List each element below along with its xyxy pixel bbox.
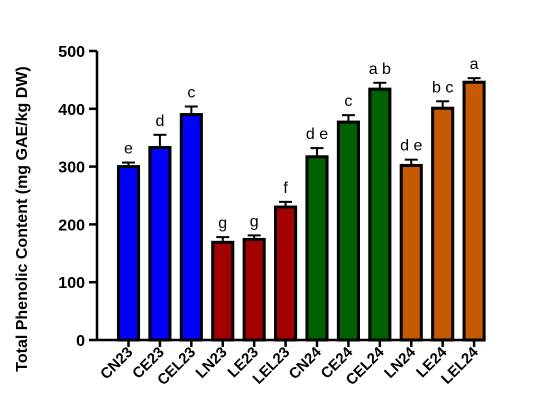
- bar-CEL24: [368, 87, 392, 342]
- x-axis: CN23CE23CEL23LN23LE23LEL23CN24CE24CEL24L…: [97, 338, 482, 389]
- significance-label-CE23: d: [155, 113, 164, 130]
- significance-label-CE24: c: [344, 93, 352, 110]
- significance-label-CN23: e: [124, 141, 133, 158]
- significance-label-CEL24: a b: [369, 61, 391, 78]
- bar-LE23: [242, 237, 266, 342]
- significance-label-LE23: g: [250, 213, 259, 230]
- bar-LN24: [399, 163, 423, 342]
- significance-label-CN24: d e: [306, 126, 328, 143]
- y-tick-label-2: 200: [58, 217, 85, 234]
- x-tick-label-LN24: LN24: [381, 343, 419, 381]
- x-tick-label-CN23: CN23: [97, 344, 136, 383]
- bar-CE24: [336, 120, 360, 342]
- y-tick-label-4: 400: [58, 102, 85, 119]
- y-tick-label-5: 500: [58, 44, 85, 61]
- significance-label-LN24: d e: [400, 138, 422, 155]
- y-axis-title: Total Phenolic Content (mg GAE/kg DW): [14, 66, 31, 371]
- significance-label-LEL23: f: [283, 180, 288, 197]
- y-axis: 0 100 200 300 400 500: [58, 44, 99, 350]
- significance-label-CEL23: c: [187, 84, 195, 101]
- bar-LEL24: [462, 80, 486, 342]
- y-tick-label-3: 300: [58, 160, 85, 177]
- x-tick-label-CN24: CN24: [286, 343, 326, 383]
- bar-LN23: [211, 240, 235, 342]
- bar-LEL23: [274, 205, 298, 342]
- bars-group: e d c g g f d e c a b d e b c a: [116, 56, 486, 342]
- bar-CN23: [116, 165, 141, 342]
- significance-label-LN23: g: [218, 215, 227, 232]
- bar-CE23: [148, 146, 172, 342]
- significance-label-LE24: b c: [432, 79, 453, 96]
- bar-LE24: [431, 106, 455, 342]
- significance-label-LEL24: a: [470, 56, 479, 73]
- bar-CN24: [305, 155, 329, 342]
- x-tick-label-LN23: LN23: [193, 344, 231, 382]
- x-tick-label-LEL24: LEL24: [438, 343, 482, 387]
- bar-CEL23: [179, 113, 203, 342]
- y-tick-label-1: 100: [58, 275, 85, 292]
- y-tick-label-0: 0: [76, 333, 85, 350]
